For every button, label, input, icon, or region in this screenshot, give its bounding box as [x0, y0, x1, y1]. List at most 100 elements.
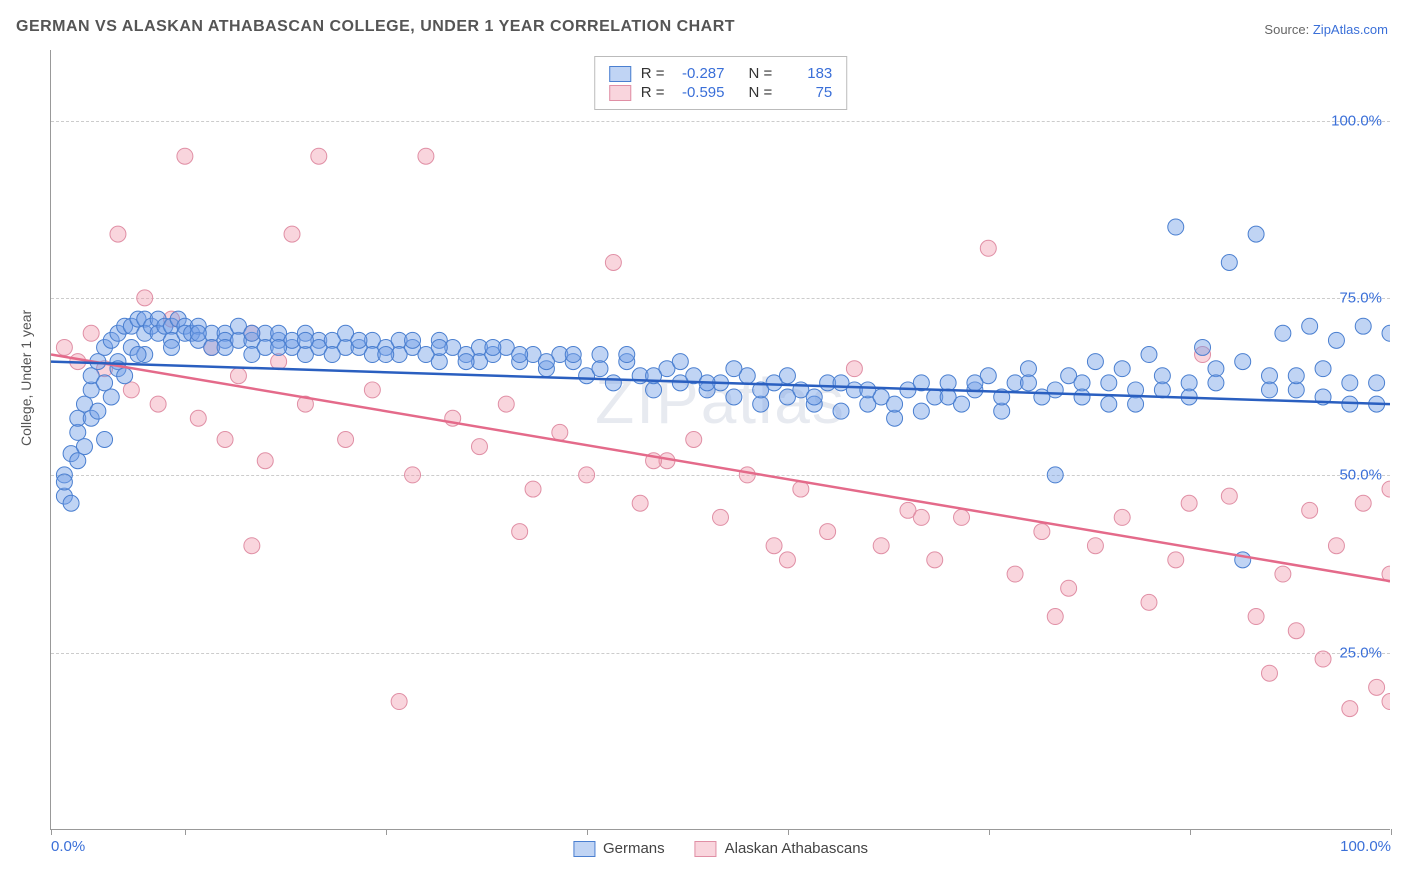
scatter-point	[177, 148, 193, 164]
scatter-point	[820, 524, 836, 540]
legend-swatch-germans	[609, 66, 631, 82]
scatter-point	[980, 240, 996, 256]
scatter-point	[1047, 382, 1063, 398]
source-attribution: Source: ZipAtlas.com	[1264, 22, 1388, 37]
scatter-point	[1168, 552, 1184, 568]
r-value-athabascans: -0.595	[675, 84, 725, 101]
scatter-point	[605, 375, 621, 391]
scatter-point	[887, 396, 903, 412]
scatter-point	[230, 368, 246, 384]
scatter-point	[190, 325, 206, 341]
series-legend: Germans Alaskan Athabascans	[573, 840, 868, 857]
scatter-point	[431, 339, 447, 355]
scatter-point	[90, 403, 106, 419]
scatter-point	[512, 524, 528, 540]
scatter-point	[1034, 524, 1050, 540]
scatter-point	[1288, 623, 1304, 639]
scatter-point	[217, 432, 233, 448]
scatter-point	[592, 347, 608, 363]
scatter-point	[1181, 375, 1197, 391]
scatter-point	[779, 368, 795, 384]
scatter-point	[1047, 467, 1063, 483]
correlation-legend: R = -0.287 N = 183 R = -0.595 N = 75	[594, 56, 848, 110]
scatter-point	[1101, 396, 1117, 412]
scatter-point	[1208, 361, 1224, 377]
scatter-point	[1020, 375, 1036, 391]
n-label: N =	[749, 84, 773, 101]
scatter-point	[1208, 375, 1224, 391]
scatter-point	[525, 481, 541, 497]
scatter-point	[552, 424, 568, 440]
scatter-point	[753, 396, 769, 412]
scatter-point	[63, 495, 79, 511]
scatter-point	[190, 410, 206, 426]
legend-swatch-germans-icon	[573, 841, 595, 857]
scatter-point	[257, 453, 273, 469]
scatter-point	[405, 467, 421, 483]
scatter-point	[940, 375, 956, 391]
scatter-point	[1248, 609, 1264, 625]
scatter-point	[123, 382, 139, 398]
scatter-point	[1154, 368, 1170, 384]
scatter-point	[364, 382, 380, 398]
scatter-plot-svg	[51, 50, 1390, 829]
scatter-point	[297, 332, 313, 348]
scatter-point	[391, 694, 407, 710]
scatter-point	[1261, 368, 1277, 384]
scatter-point	[351, 332, 367, 348]
legend-swatch-athabascans-icon	[695, 841, 717, 857]
xtick	[386, 829, 387, 835]
scatter-point	[806, 389, 822, 405]
scatter-point	[1342, 375, 1358, 391]
scatter-point	[632, 495, 648, 511]
scatter-point	[1047, 609, 1063, 625]
scatter-point	[646, 382, 662, 398]
scatter-point	[927, 552, 943, 568]
scatter-point	[913, 403, 929, 419]
scatter-point	[1261, 665, 1277, 681]
scatter-point	[1141, 594, 1157, 610]
scatter-point	[338, 432, 354, 448]
scatter-point	[471, 439, 487, 455]
scatter-point	[485, 339, 501, 355]
scatter-point	[565, 347, 581, 363]
scatter-point	[726, 361, 742, 377]
scatter-point	[1275, 566, 1291, 582]
scatter-point	[1101, 375, 1117, 391]
scatter-point	[164, 339, 180, 355]
scatter-point	[686, 432, 702, 448]
scatter-point	[378, 347, 394, 363]
scatter-point	[833, 403, 849, 419]
scatter-point	[418, 148, 434, 164]
scatter-point	[1074, 389, 1090, 405]
scatter-point	[284, 226, 300, 242]
scatter-point	[887, 410, 903, 426]
scatter-point	[1382, 325, 1390, 341]
scatter-point	[1382, 694, 1390, 710]
scatter-point	[97, 375, 113, 391]
scatter-point	[1195, 339, 1211, 355]
xtick-label: 100.0%	[1340, 838, 1391, 855]
scatter-point	[324, 347, 340, 363]
scatter-point	[1302, 502, 1318, 518]
scatter-point	[271, 354, 287, 370]
scatter-point	[1369, 375, 1385, 391]
scatter-point	[1315, 361, 1331, 377]
scatter-point	[1328, 538, 1344, 554]
scatter-point	[1235, 354, 1251, 370]
n-value-germans: 183	[782, 65, 832, 82]
source-link[interactable]: ZipAtlas.com	[1313, 22, 1388, 37]
scatter-point	[1181, 495, 1197, 511]
xtick	[788, 829, 789, 835]
scatter-point	[1114, 361, 1130, 377]
scatter-point	[967, 375, 983, 391]
scatter-point	[913, 509, 929, 525]
scatter-point	[779, 552, 795, 568]
scatter-point	[137, 290, 153, 306]
scatter-point	[1369, 679, 1385, 695]
legend-label-germans: Germans	[603, 840, 665, 857]
xtick	[1190, 829, 1191, 835]
scatter-point	[1061, 580, 1077, 596]
scatter-point	[1141, 347, 1157, 363]
xtick	[185, 829, 186, 835]
